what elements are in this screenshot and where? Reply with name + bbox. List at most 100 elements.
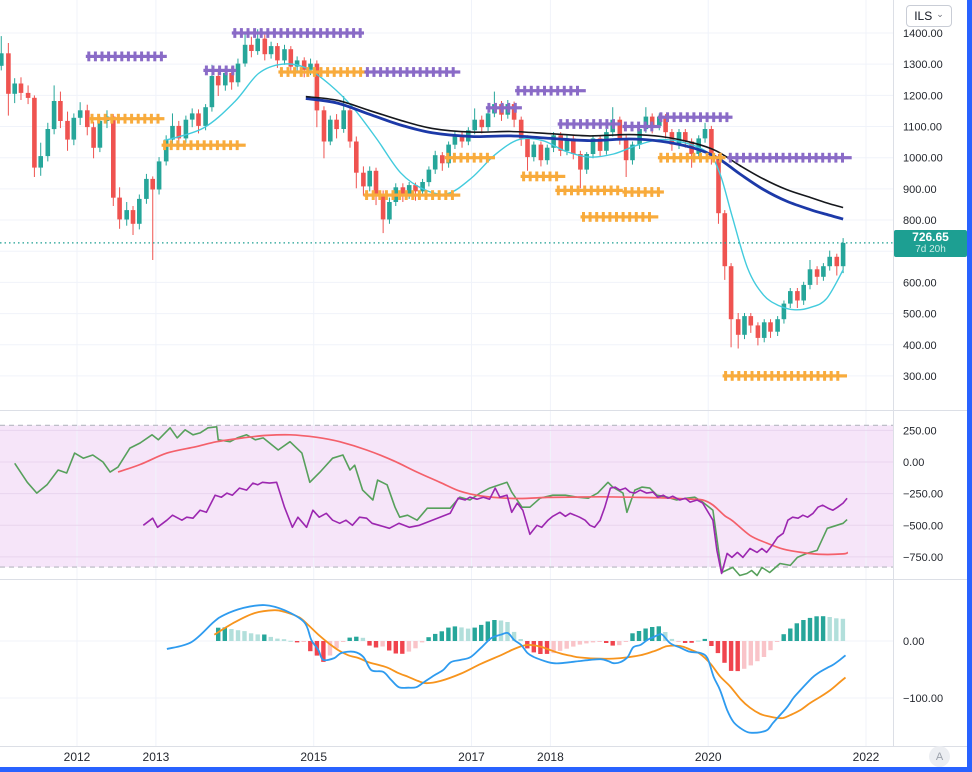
- candle: [25, 92, 31, 98]
- macd-histogram-bar: [354, 636, 359, 641]
- candle: [170, 125, 175, 140]
- level-marker-bar: [485, 106, 522, 110]
- level-marker-tick: [648, 212, 651, 222]
- level-marker-tick: [556, 85, 560, 96]
- level-marker-tick: [371, 190, 375, 200]
- level-marker-tick: [472, 152, 476, 163]
- level-marker-tick: [279, 67, 283, 77]
- level-marker-tick: [319, 67, 323, 77]
- level-marker-tick: [589, 185, 593, 196]
- level-marker-tick: [572, 119, 576, 129]
- level-marker-tick: [841, 152, 844, 163]
- level-marker-tick: [209, 140, 213, 151]
- candle: [558, 135, 563, 151]
- level-marker-tick: [424, 190, 428, 200]
- macd-histogram-bar: [433, 633, 438, 641]
- macd-histogram-bar: [446, 627, 451, 641]
- level-marker-tick: [803, 371, 807, 381]
- candle: [722, 213, 728, 267]
- level-marker-tick: [110, 113, 114, 124]
- bar-countdown: 7d 20h: [915, 244, 946, 255]
- level-marker-tick: [451, 67, 455, 77]
- level-marker-tick: [768, 152, 772, 163]
- level-marker-tick: [385, 67, 389, 77]
- level-marker-tick: [809, 371, 813, 381]
- candle: [32, 97, 37, 168]
- level-marker-tick: [312, 28, 316, 38]
- candle: [18, 83, 24, 93]
- level-marker-tick: [140, 51, 144, 62]
- candle: [229, 72, 234, 83]
- level-marker-tick: [616, 185, 620, 196]
- candle: [367, 170, 372, 187]
- level-marker-tick: [450, 190, 454, 200]
- candle: [215, 76, 221, 86]
- price-axis-label: −750.00: [903, 552, 943, 564]
- level-marker-tick: [196, 140, 200, 151]
- level-marker-tick: [286, 28, 290, 38]
- level-marker-tick: [808, 152, 811, 163]
- candle: [788, 291, 793, 304]
- level-marker-tick: [637, 121, 641, 132]
- level-marker-tick: [776, 371, 780, 381]
- candle: [637, 129, 642, 145]
- level-marker-tick: [418, 67, 422, 77]
- candle: [262, 38, 268, 55]
- chevron-down-icon: ⌄: [936, 9, 944, 19]
- candle: [163, 139, 169, 162]
- level-marker-tick: [116, 113, 120, 124]
- level-marker-tick: [233, 28, 237, 38]
- time-axis-label: 2018: [537, 750, 564, 764]
- level-marker-tick: [728, 152, 732, 163]
- macd-histogram-bar: [840, 618, 846, 641]
- level-marker-tick: [725, 112, 729, 123]
- macd-histogram-bar: [696, 640, 701, 642]
- macd-histogram-bar: [347, 637, 352, 641]
- level-marker-tick: [609, 185, 613, 196]
- level-marker-tick: [685, 112, 689, 123]
- macd-histogram-bar: [400, 641, 405, 654]
- candle: [728, 266, 734, 320]
- level-marker-tick: [679, 152, 683, 163]
- candle: [432, 155, 438, 170]
- candle: [150, 178, 155, 190]
- candle: [130, 210, 136, 224]
- candle: [755, 325, 761, 338]
- level-marker-tick: [623, 187, 627, 197]
- current-price-badge: 726.65 7d 20h: [894, 230, 967, 257]
- level-marker-tick: [628, 212, 632, 222]
- level-marker-tick: [529, 85, 533, 96]
- level-marker-tick: [398, 67, 402, 77]
- macd-histogram-bar: [439, 631, 444, 641]
- price-axis-label: −100.00: [903, 693, 943, 705]
- level-marker-tick: [559, 119, 563, 129]
- candle: [189, 113, 195, 120]
- level-marker-tick: [643, 121, 647, 132]
- candle: [183, 119, 189, 139]
- level-marker-tick: [259, 28, 263, 38]
- macd-histogram-bar: [229, 629, 234, 641]
- level-marker-tick: [576, 185, 580, 196]
- macd-histogram-bar: [774, 641, 780, 642]
- candle: [578, 154, 583, 170]
- level-marker-bar: [278, 70, 369, 74]
- macd-histogram-bar: [636, 631, 642, 641]
- level-marker-tick: [743, 371, 747, 381]
- price-axis-label: 800.00: [903, 215, 937, 227]
- account-button[interactable]: A: [929, 746, 950, 767]
- candle: [571, 138, 576, 154]
- level-marker-tick: [204, 65, 208, 76]
- candle: [314, 63, 320, 111]
- candle: [288, 49, 294, 67]
- candle: [649, 116, 655, 126]
- level-marker-tick: [444, 190, 448, 200]
- candle: [735, 319, 741, 335]
- currency-selector-button[interactable]: ILS ⌄: [906, 5, 952, 27]
- macd-histogram-bar: [755, 641, 760, 662]
- level-marker-tick: [712, 112, 716, 123]
- candle: [551, 135, 556, 148]
- level-marker-tick: [176, 140, 180, 151]
- level-marker-tick: [222, 140, 226, 151]
- level-marker-tick: [763, 371, 767, 381]
